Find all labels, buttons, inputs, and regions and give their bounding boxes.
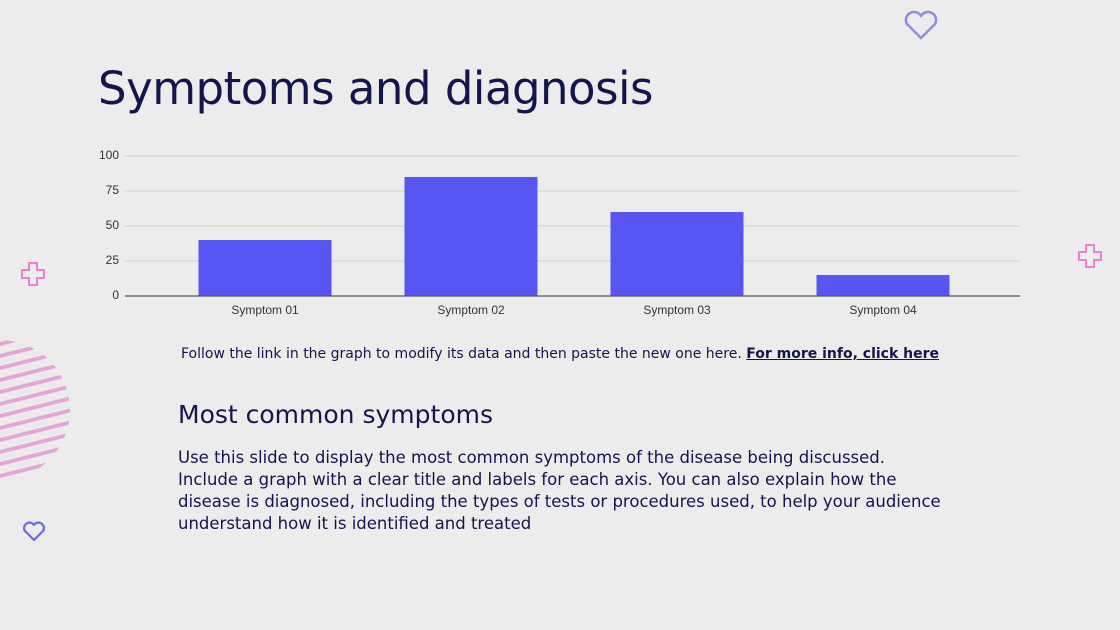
section-heading: Most common symptoms [178, 400, 493, 429]
x-tick-label: Symptom 01 [231, 303, 299, 317]
bar [198, 240, 332, 296]
y-tick-label: 50 [106, 218, 120, 232]
plus-icon [21, 262, 45, 286]
heart-icon [23, 521, 45, 542]
bar [610, 212, 744, 296]
x-tick-label: Symptom 02 [437, 303, 505, 317]
plus-icon [1078, 244, 1102, 268]
y-tick-label: 0 [112, 288, 119, 302]
note-text: Follow the link in the graph to modify i… [180, 346, 742, 362]
section-body: Use this slide to display the most commo… [178, 448, 941, 533]
striped-circle [0, 340, 70, 480]
bar [816, 275, 950, 296]
y-tick-label: 75 [106, 183, 120, 197]
info-link[interactable]: For more info, click here [746, 346, 940, 362]
note: Follow the link in the graph to modify i… [0, 346, 1120, 362]
y-tick-label: 25 [106, 253, 120, 267]
x-tick-label: Symptom 04 [849, 303, 917, 317]
bar [404, 177, 538, 296]
x-tick-label: Symptom 03 [643, 303, 711, 317]
slide-title: Symptoms and diagnosis [98, 62, 653, 115]
y-tick-label: 100 [99, 148, 119, 162]
heart-icon [904, 10, 938, 40]
